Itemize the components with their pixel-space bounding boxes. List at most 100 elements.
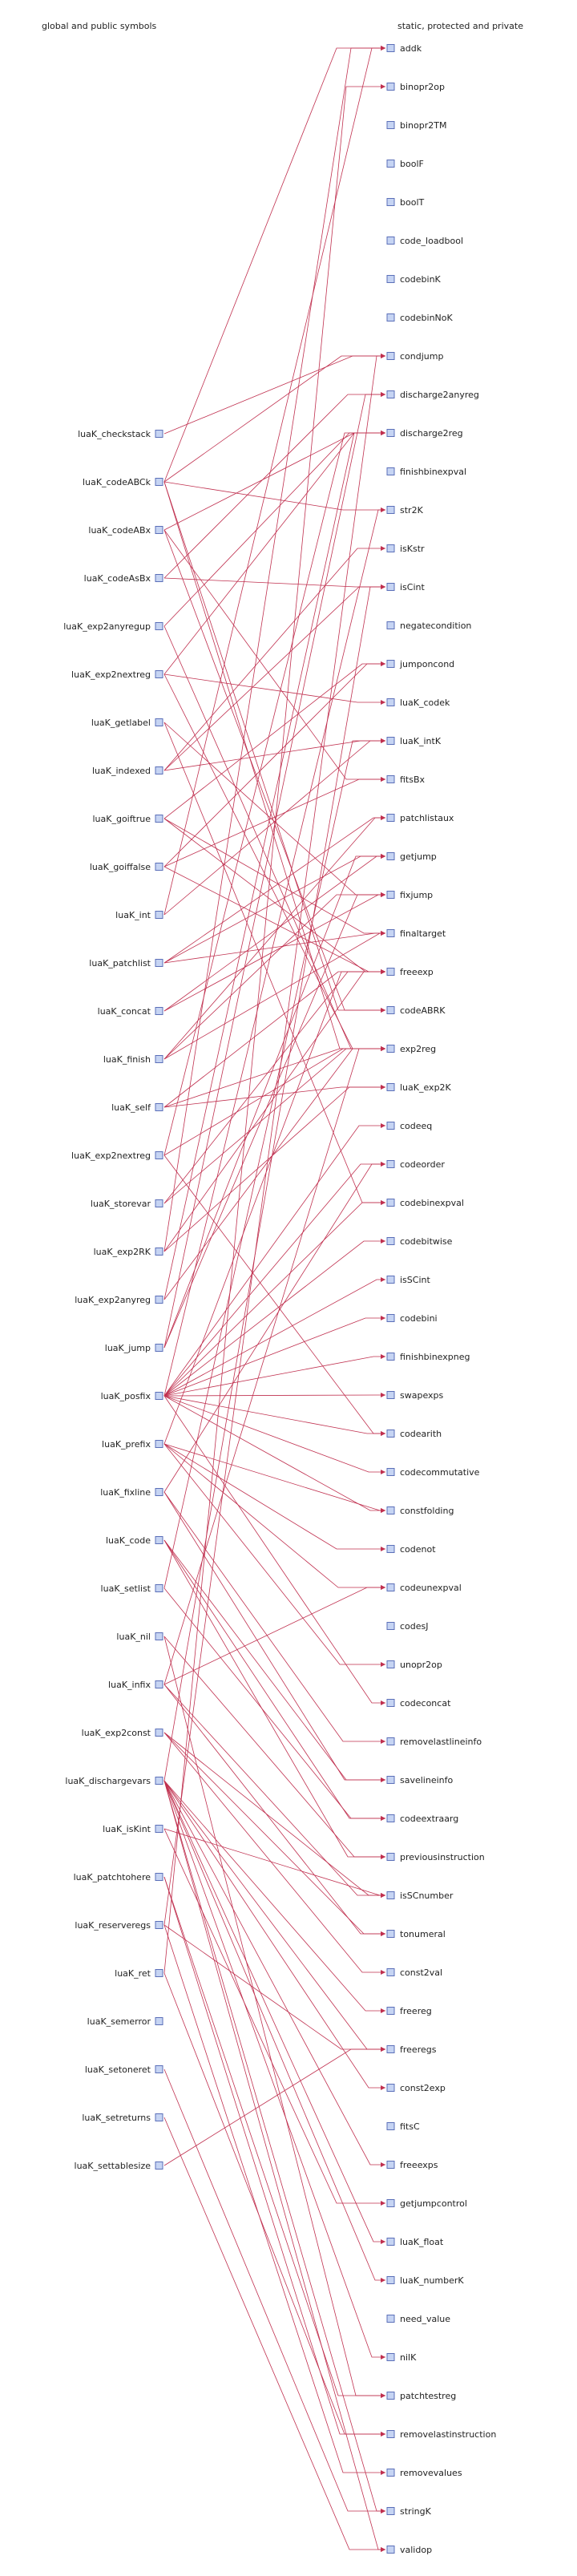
right-node-fitsC[interactable]: fitsC: [386, 2121, 420, 2132]
left-node-luaK_exp2nextreg[interactable]: luaK_exp2nextreg: [71, 1151, 163, 1161]
right-node-nilK[interactable]: nilK: [386, 2352, 417, 2363]
node-box[interactable]: [155, 526, 163, 534]
left-node-luaK_self[interactable]: luaK_self: [111, 1102, 163, 1113]
left-node-luaK_storevar[interactable]: luaK_storevar: [91, 1199, 163, 1209]
right-node-codebinNoK[interactable]: codebinNoK: [386, 313, 453, 323]
node-box[interactable]: [155, 574, 163, 582]
node-box[interactable]: [155, 1873, 163, 1881]
node-box[interactable]: [386, 506, 395, 514]
node-box[interactable]: [386, 1314, 395, 1322]
node-box[interactable]: [155, 1440, 163, 1448]
node-box[interactable]: [386, 1776, 395, 1784]
node-box[interactable]: [386, 1006, 395, 1014]
node-box[interactable]: [386, 2469, 395, 2477]
node-box[interactable]: [386, 83, 395, 91]
node-box[interactable]: [155, 1584, 163, 1592]
right-node-getjumpcontrol[interactable]: getjumpcontrol: [386, 2198, 467, 2209]
node-box[interactable]: [386, 121, 395, 129]
node-box[interactable]: [155, 2161, 163, 2170]
right-node-isSCint[interactable]: isSCint: [386, 1275, 430, 1285]
right-node-freereg[interactable]: freereg: [386, 2006, 432, 2016]
left-node-luaK_int[interactable]: luaK_int: [115, 910, 163, 920]
node-box[interactable]: [386, 1891, 395, 1899]
node-box[interactable]: [386, 1237, 395, 1245]
left-node-luaK_exp2nextreg[interactable]: luaK_exp2nextreg: [71, 669, 163, 680]
node-box[interactable]: [155, 478, 163, 486]
right-node-luaK_codek[interactable]: luaK_codek: [386, 698, 450, 708]
right-node-luaK_float[interactable]: luaK_float: [386, 2237, 444, 2247]
right-node-freeexps[interactable]: freeexps: [386, 2160, 438, 2170]
right-node-boolT[interactable]: boolT: [386, 197, 424, 208]
node-box[interactable]: [386, 737, 395, 745]
right-node-codearith[interactable]: codearith: [386, 1429, 442, 1439]
right-node-stringK[interactable]: stringK: [386, 2506, 432, 2517]
node-box[interactable]: [155, 1392, 163, 1400]
right-node-patchlistaux[interactable]: patchlistaux: [386, 813, 454, 823]
right-node-addk[interactable]: addk: [386, 43, 422, 54]
node-box[interactable]: [386, 583, 395, 591]
node-box[interactable]: [155, 1007, 163, 1015]
left-node-luaK_fixline[interactable]: luaK_fixline: [100, 1487, 163, 1498]
right-node-need_value[interactable]: need_value: [386, 2314, 450, 2324]
right-node-condjump[interactable]: condjump: [386, 351, 443, 362]
node-box[interactable]: [155, 766, 163, 774]
left-node-luaK_nil[interactable]: luaK_nil: [116, 1632, 163, 1642]
left-node-luaK_codeABx[interactable]: luaK_codeABx: [88, 525, 163, 536]
right-node-codecommutative[interactable]: codecommutative: [386, 1467, 480, 1478]
left-node-luaK_posfix[interactable]: luaK_posfix: [101, 1391, 163, 1401]
left-node-luaK_isKint[interactable]: luaK_isKint: [103, 1824, 163, 1834]
node-box[interactable]: [155, 1248, 163, 1256]
node-box[interactable]: [155, 1921, 163, 1929]
node-box[interactable]: [386, 1737, 395, 1745]
node-box[interactable]: [155, 718, 163, 726]
node-box[interactable]: [386, 1045, 395, 1053]
node-box[interactable]: [386, 313, 395, 321]
left-node-luaK_goiftrue[interactable]: luaK_goiftrue: [92, 814, 163, 824]
node-box[interactable]: [386, 621, 395, 629]
node-box[interactable]: [386, 968, 395, 976]
node-box[interactable]: [386, 1583, 395, 1591]
right-node-codesJ[interactable]: codesJ: [386, 1621, 429, 1632]
left-node-luaK_jump[interactable]: luaK_jump: [105, 1343, 163, 1353]
node-box[interactable]: [386, 2007, 395, 2015]
node-box[interactable]: [386, 2084, 395, 2092]
right-node-codeABRK[interactable]: codeABRK: [386, 1005, 446, 1016]
left-node-luaK_exp2anyreg[interactable]: luaK_exp2anyreg: [75, 1295, 163, 1305]
node-box[interactable]: [386, 1468, 395, 1476]
node-box[interactable]: [386, 929, 395, 937]
node-box[interactable]: [155, 2113, 163, 2121]
node-box[interactable]: [386, 44, 395, 52]
left-node-luaK_checkstack[interactable]: luaK_checkstack: [78, 429, 163, 439]
node-box[interactable]: [386, 1430, 395, 1438]
right-node-isSCnumber[interactable]: isSCnumber: [386, 1891, 454, 1901]
left-node-luaK_patchtohere[interactable]: luaK_patchtohere: [74, 1872, 163, 1882]
node-box[interactable]: [386, 544, 395, 552]
node-box[interactable]: [386, 698, 395, 706]
right-node-removelastinstruction[interactable]: removelastinstruction: [386, 2429, 496, 2440]
node-box[interactable]: [386, 2392, 395, 2400]
node-box[interactable]: [386, 1814, 395, 1822]
left-node-luaK_concat[interactable]: luaK_concat: [98, 1006, 163, 1017]
node-box[interactable]: [155, 1680, 163, 1688]
node-box[interactable]: [386, 237, 395, 245]
node-box[interactable]: [386, 1160, 395, 1168]
node-box[interactable]: [155, 430, 163, 438]
node-box[interactable]: [155, 1055, 163, 1063]
right-node-binopr2TM[interactable]: binopr2TM: [386, 120, 446, 131]
node-box[interactable]: [386, 198, 395, 206]
right-node-isCint[interactable]: isCint: [386, 582, 425, 592]
right-node-str2K[interactable]: str2K: [386, 505, 424, 516]
node-box[interactable]: [155, 1199, 163, 1207]
right-node-freeregs[interactable]: freeregs: [386, 2044, 437, 2055]
node-box[interactable]: [386, 1853, 395, 1861]
node-box[interactable]: [386, 1506, 395, 1514]
right-node-codebitwise[interactable]: codebitwise: [386, 1236, 453, 1247]
left-node-luaK_exp2anyregup[interactable]: luaK_exp2anyregup: [63, 621, 163, 632]
node-box[interactable]: [155, 911, 163, 919]
node-box[interactable]: [155, 1344, 163, 1352]
right-node-removelastlineinfo[interactable]: removelastlineinfo: [386, 1737, 482, 1747]
node-box[interactable]: [155, 815, 163, 823]
right-node-freeexp[interactable]: freeexp: [386, 967, 434, 977]
right-node-const2exp[interactable]: const2exp: [386, 2083, 446, 2093]
right-node-codebini[interactable]: codebini: [386, 1313, 438, 1324]
